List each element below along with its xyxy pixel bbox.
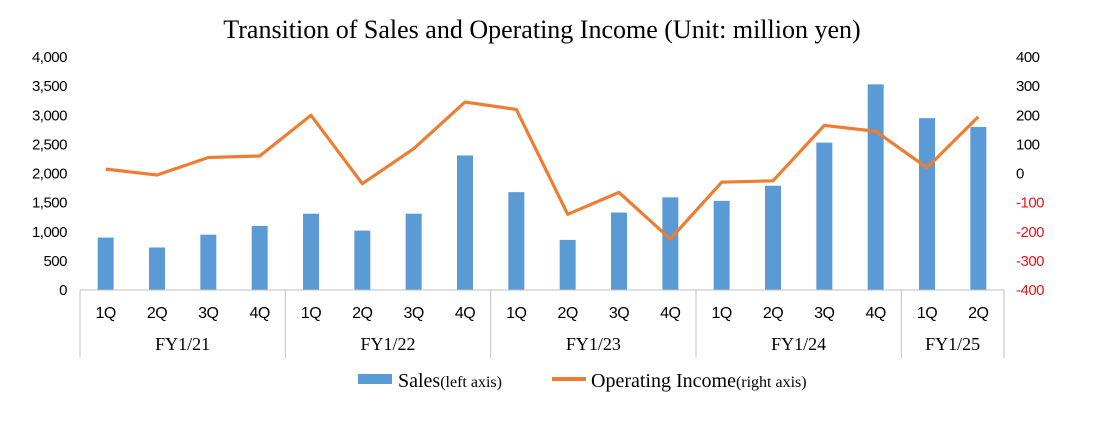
right-axis-tick-label: 400 [1016,49,1040,66]
fiscal-year-label: FY1/23 [566,334,621,354]
legend-sales-label: Sales(left axis) [398,370,502,392]
sales-bar [559,239,576,290]
operating-income-polyline [105,100,980,241]
sales-bar [405,213,422,290]
right-axis-ticks: 400 300 200 100 0 -100 -200 -300 -400 [1016,49,1045,299]
left-axis-tick-label: 2,000 [32,166,67,183]
fiscal-year-label: FY1/24 [771,334,826,354]
operating-income-line [105,100,980,241]
x-tick-label: 3Q [814,305,834,322]
sales-bar [97,237,114,290]
sales-bar [354,230,371,290]
x-tick-label: 4Q [249,305,269,322]
left-axis-tick-label: 1,500 [32,195,67,212]
fiscal-year-label: FY1/22 [360,334,415,354]
legend-sales-name: Sales [398,370,440,392]
x-tick-label: 3Q [609,305,629,322]
legend-income-label: Operating Income(right axis) [591,370,807,392]
right-axis-tick-label: -100 [1016,195,1044,212]
sales-bar [149,247,165,290]
x-tick-label: 3Q [403,305,423,322]
right-axis-tick-label: -400 [1016,282,1044,299]
left-axis-tick-label: 0 [59,282,67,299]
left-axis-ticks: 4,000 3,500 3,000 2,500 2,000 1,500 1,000 500 0 [32,49,68,299]
legend-income-axis: (right axis) [736,374,807,391]
right-axis-tick-label: 0 [1016,166,1024,183]
sales-bar [919,118,935,290]
legend-sales-axis: (left axis) [440,374,502,391]
x-tick-label: 1Q [506,305,526,322]
legend: Sales(left axis) Operating Income(right … [358,370,807,392]
right-axis-tick-label: -300 [1016,253,1044,270]
sales-bar [508,192,525,290]
left-axis-tick-label: 1,000 [32,224,67,241]
sales-bar [970,126,987,291]
x-tick-label: 4Q [865,305,885,322]
x-tick-label: 1Q [301,305,321,322]
sales-bar [662,197,679,290]
legend-income-name: Operating Income [591,370,736,392]
fiscal-year-label: FY1/21 [155,334,210,354]
sales-bar [816,142,833,290]
x-tick-label: 2Q [763,305,783,322]
right-axis-tick-label: 200 [1016,107,1040,124]
chart-title: Transition of Sales and Operating Income… [223,15,860,44]
x-tick-label: 2Q [352,305,372,322]
x-tick-label: 2Q [557,305,577,322]
sales-bar [200,234,217,290]
sales-bar [765,185,781,290]
sales-bar [713,200,730,290]
left-axis-tick-label: 3,000 [32,107,67,124]
right-axis-tick-label: 300 [1016,78,1040,95]
x-tick-label: 3Q [198,305,218,322]
x-tick-label: 4Q [660,305,680,322]
sales-bar [457,155,473,290]
x-axis: 1Q 2Q 3Q 4Q 1Q 2Q 3Q 4Q 1Q 2Q 3Q 4Q 1Q 2Q 3Q 4Q 1Q 2Q FY1/… [79,289,1005,358]
sales-bar [251,225,268,290]
left-axis-tick-label: 3,500 [32,78,67,95]
fiscal-year-label: FY1/25 [925,334,980,354]
left-axis-tick-label: 2,500 [32,136,67,153]
right-axis-tick-label: -200 [1016,224,1044,241]
left-axis-tick-label: 500 [43,253,67,270]
sales-bar [867,84,884,290]
x-tick-label: 1Q [711,305,731,322]
x-tick-label: 2Q [147,305,167,322]
legend-sales-swatch [358,374,392,384]
x-tick-label: 2Q [968,305,988,322]
x-tick-label: 4Q [455,305,475,322]
right-axis-tick-label: 100 [1016,136,1040,153]
sales-bar [303,213,319,290]
sales-bar [611,212,627,290]
sales-bars [97,84,987,291]
x-tick-label: 1Q [95,305,115,322]
left-axis-tick-label: 4,000 [32,49,67,66]
x-tick-label: 1Q [917,305,937,322]
